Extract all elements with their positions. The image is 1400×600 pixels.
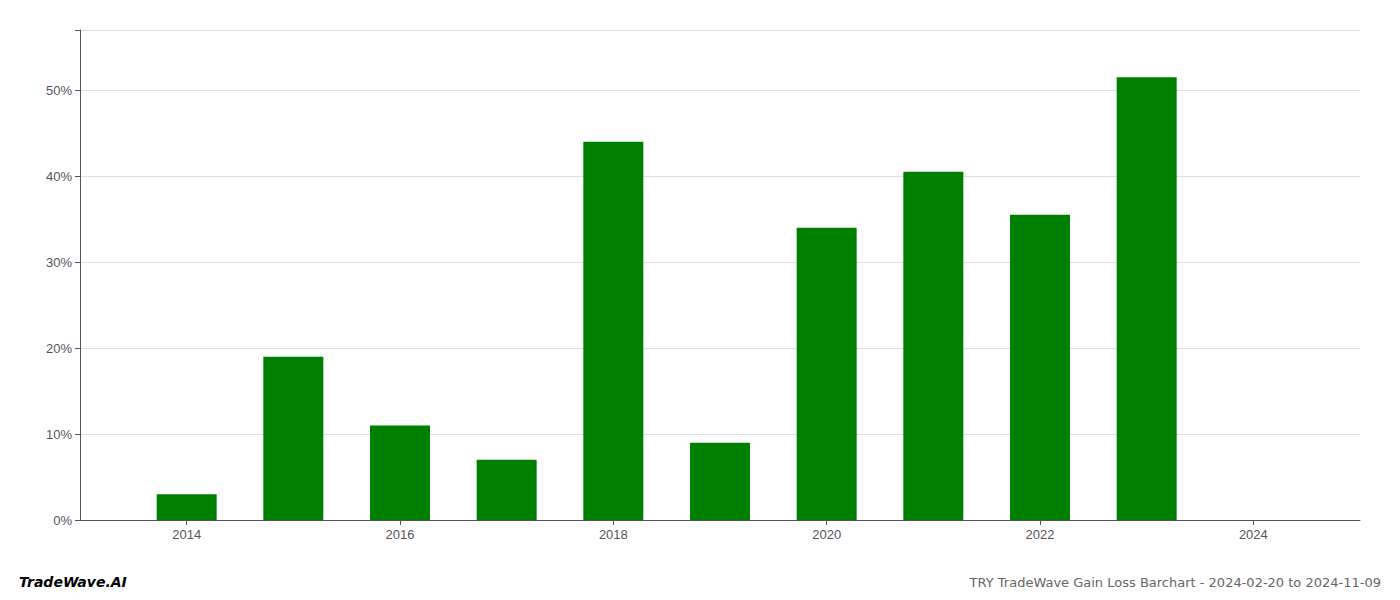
svg-text:50%: 50% (46, 83, 72, 98)
svg-text:0%: 0% (53, 513, 72, 528)
svg-text:2020: 2020 (812, 527, 841, 542)
svg-text:20%: 20% (46, 341, 72, 356)
svg-text:TradeWave.AI: TradeWave.AI (19, 574, 127, 590)
svg-text:10%: 10% (46, 427, 72, 442)
svg-text:30%: 30% (46, 255, 72, 270)
svg-text:2016: 2016 (386, 527, 415, 542)
svg-text:2014: 2014 (172, 527, 201, 542)
svg-text:2018: 2018 (599, 527, 628, 542)
svg-text:40%: 40% (46, 169, 72, 184)
svg-text:2024: 2024 (1239, 527, 1268, 542)
svg-text:2022: 2022 (1026, 527, 1055, 542)
svg-text:TRY TradeWave Gain Loss Barcha: TRY TradeWave Gain Loss Barchart - 2024-… (969, 575, 1381, 590)
